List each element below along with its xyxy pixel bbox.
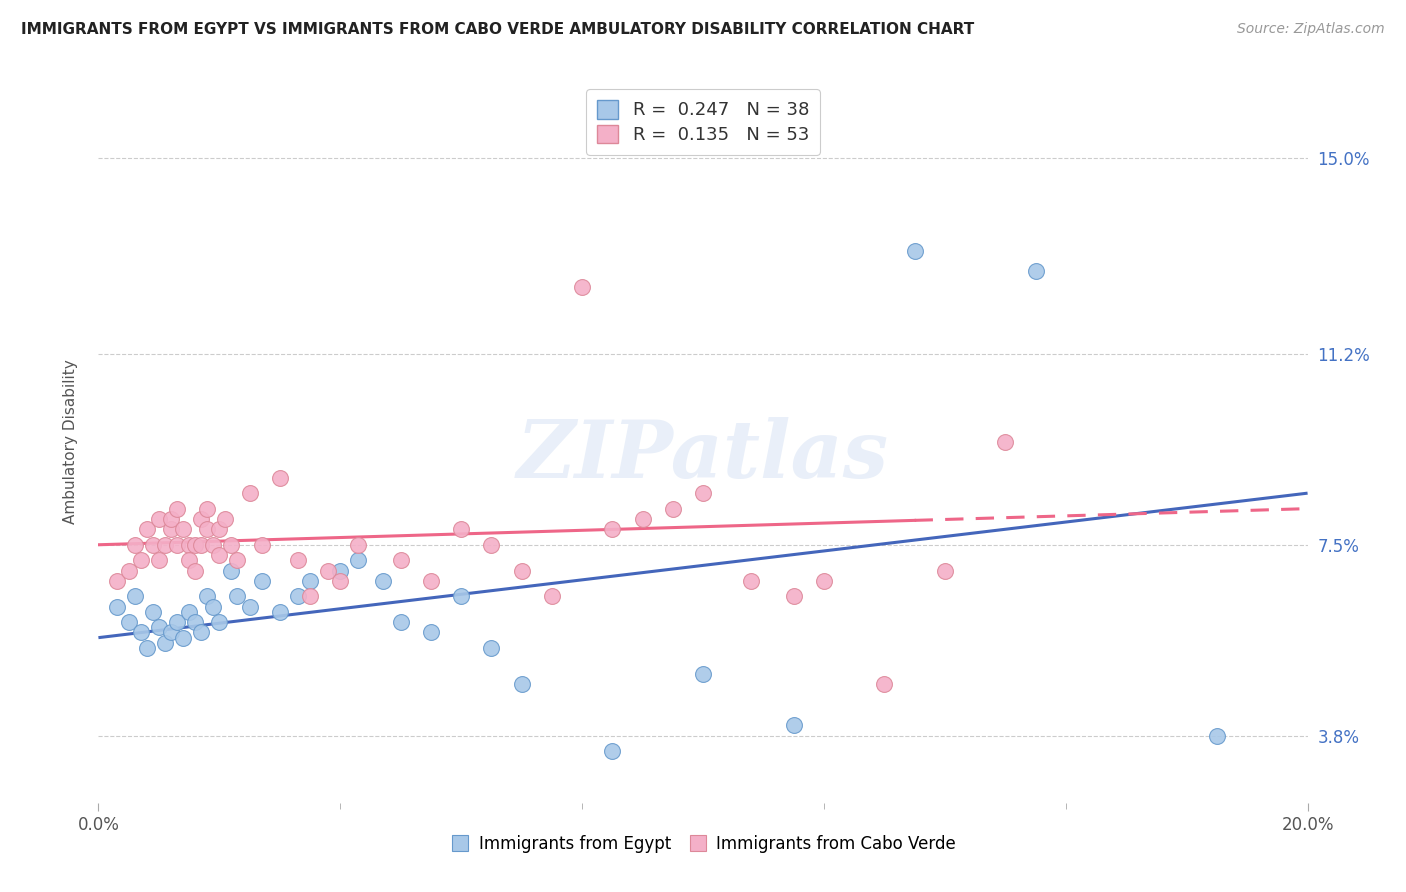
Point [661,501,683,516]
Point [221,538,243,552]
Point [481,640,503,655]
Point [105,599,128,614]
Point [221,564,243,578]
Point [813,574,835,588]
Point [202,538,225,552]
Point [783,590,806,604]
Point [540,590,562,604]
Point [994,434,1017,449]
Point [481,538,503,552]
Point [202,599,225,614]
Point [740,574,762,588]
Point [250,574,273,588]
Legend: Immigrants from Egypt, Immigrants from Cabo Verde: Immigrants from Egypt, Immigrants from C… [444,828,962,860]
Point [129,553,152,567]
Point [195,590,218,604]
Point [148,620,170,634]
Point [783,718,806,732]
Point [195,522,218,536]
Point [692,486,714,500]
Point [166,501,188,516]
Point [190,512,212,526]
Point [450,522,472,536]
Point [873,677,896,691]
Point [347,553,370,567]
Y-axis label: Ambulatory Disability: Ambulatory Disability [63,359,77,524]
Point [269,605,291,619]
Point [105,574,128,588]
Point [602,744,624,758]
Point [172,631,194,645]
Point [142,538,165,552]
Point [316,564,339,578]
Point [190,538,212,552]
Point [226,553,249,567]
Point [287,553,309,567]
Point [142,605,165,619]
Point [160,512,183,526]
Point [148,553,170,567]
Point [420,574,443,588]
Point [153,538,176,552]
Point [195,501,218,516]
Point [179,605,201,619]
Point [166,538,188,552]
Point [420,625,443,640]
Point [135,640,157,655]
Point [269,471,291,485]
Point [160,625,183,640]
Point [124,538,146,552]
Point [239,599,262,614]
Point [214,512,236,526]
Point [179,553,201,567]
Text: IMMIGRANTS FROM EGYPT VS IMMIGRANTS FROM CABO VERDE AMBULATORY DISABILITY CORREL: IMMIGRANTS FROM EGYPT VS IMMIGRANTS FROM… [21,22,974,37]
Point [510,677,533,691]
Text: Source: ZipAtlas.com: Source: ZipAtlas.com [1237,22,1385,37]
Point [631,512,654,526]
Point [389,615,412,630]
Point [371,574,394,588]
Point [299,590,322,604]
Point [450,590,472,604]
Point [692,666,714,681]
Point [571,279,593,293]
Point [602,522,624,536]
Point [510,564,533,578]
Point [329,564,352,578]
Point [239,486,262,500]
Point [124,590,146,604]
Point [904,244,927,258]
Point [166,615,188,630]
Point [208,548,231,562]
Point [1206,729,1229,743]
Text: ZIPatlas: ZIPatlas [517,417,889,495]
Point [160,522,183,536]
Point [135,522,157,536]
Point [190,625,212,640]
Point [208,615,231,630]
Point [179,538,201,552]
Point [287,590,309,604]
Point [1024,264,1046,278]
Point [389,553,412,567]
Point [148,512,170,526]
Point [329,574,352,588]
Point [208,522,231,536]
Point [934,564,956,578]
Point [118,564,141,578]
Point [299,574,322,588]
Point [226,590,249,604]
Point [129,625,152,640]
Point [172,522,194,536]
Point [118,615,141,630]
Point [184,615,207,630]
Point [184,564,207,578]
Point [250,538,273,552]
Point [153,636,176,650]
Point [184,538,207,552]
Point [347,538,370,552]
